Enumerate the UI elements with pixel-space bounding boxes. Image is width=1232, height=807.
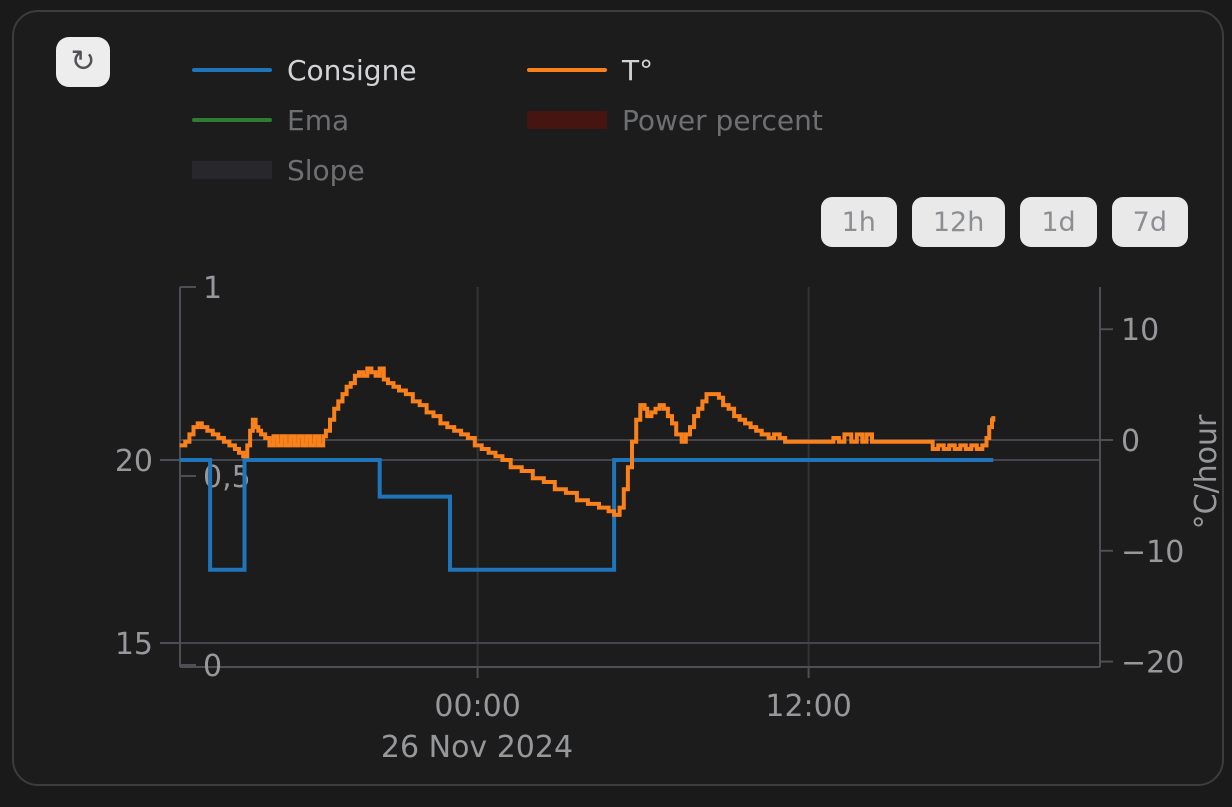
refresh-button[interactable]: ↻	[56, 37, 110, 87]
legend-marker-power-percent	[527, 111, 607, 129]
legend-marker-t	[527, 68, 607, 72]
legend-column-2: T° Power percent	[527, 45, 823, 145]
legend-marker-ema	[192, 118, 272, 122]
legend-item-label: Ema	[287, 103, 350, 137]
legend-column-1: Consigne Ema Slope	[192, 45, 417, 195]
legend-item-label: Power percent	[622, 103, 823, 137]
legend-item-power-percent[interactable]: Power percent	[527, 95, 823, 145]
legend-marker-slope	[192, 161, 272, 179]
range-button-12h[interactable]: 12h	[911, 197, 1006, 247]
range-buttons: 1h 12h 1d 7d	[820, 197, 1188, 247]
legend-item-consigne[interactable]: Consigne	[192, 45, 417, 95]
range-button-1h[interactable]: 1h	[820, 197, 897, 247]
legend-item-slope[interactable]: Slope	[192, 145, 417, 195]
range-button-7d[interactable]: 7d	[1111, 197, 1188, 247]
legend-item-t[interactable]: T°	[527, 45, 823, 95]
legend-item-label: Slope	[287, 153, 365, 187]
legend-marker-consigne	[192, 68, 272, 72]
refresh-icon: ↻	[70, 44, 96, 79]
range-button-1d[interactable]: 1d	[1020, 197, 1097, 247]
legend-item-ema[interactable]: Ema	[192, 95, 417, 145]
legend-item-label: Consigne	[287, 53, 417, 87]
legend-item-label: T°	[622, 53, 654, 87]
